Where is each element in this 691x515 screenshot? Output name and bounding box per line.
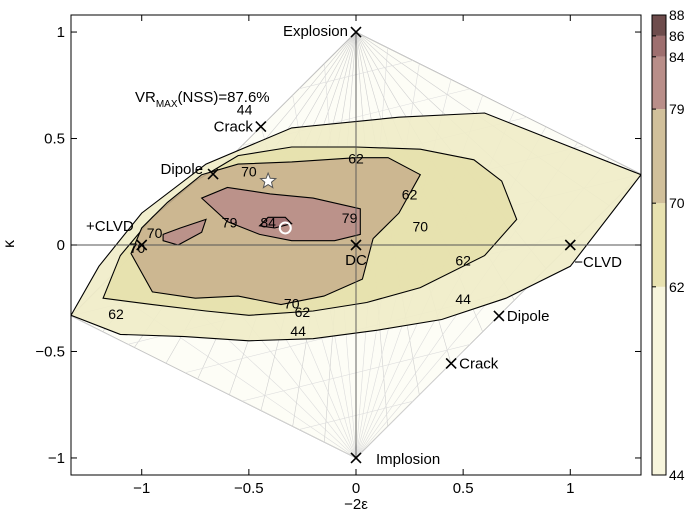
contour-label: 79 [222, 214, 238, 230]
source-label: DC [345, 252, 367, 269]
contour-84 [258, 216, 293, 229]
source-marker [350, 452, 362, 464]
source-marker [350, 26, 362, 38]
colorbar-frame [651, 14, 667, 476]
x-tick-label: 0.5 [453, 480, 474, 497]
source-points: Explosion Crack Dipole +CLVD DC −CLVD Dipole Cr… [86, 23, 622, 468]
colorbar-label: 84 [669, 49, 685, 65]
colorbar-segment [652, 286, 666, 475]
colorbar-label: 70 [669, 195, 685, 211]
contour-label: 62 [348, 151, 364, 167]
y-tick-label: −0.5 [35, 343, 65, 360]
colorbar-segment [652, 109, 666, 204]
contour-label: 62 [295, 304, 311, 320]
source-label: Crack [459, 355, 499, 372]
x-tick-label: −1 [133, 480, 150, 497]
contour-label: 62 [108, 306, 124, 322]
contour-label: 70 [241, 163, 257, 179]
annotation: VRMAX(NSS)=87.6% [135, 89, 270, 110]
best-fit-star [259, 171, 278, 189]
y-tick-label: 0.5 [44, 131, 65, 148]
contour-label: 44 [455, 291, 471, 307]
contour-label: 70 [412, 219, 428, 235]
colorbar-label: 86 [669, 28, 685, 44]
colorbar-label: 88 [669, 7, 685, 23]
contour-label: 70 [147, 225, 163, 241]
y-tick-label: 0 [57, 237, 65, 254]
source-label: Dipole [507, 308, 550, 325]
x-tick-label: 0 [352, 480, 360, 497]
source-marker [207, 168, 219, 180]
colorbar-label: 79 [669, 101, 685, 117]
source-marker [136, 239, 148, 251]
contour-label: 70 [130, 240, 146, 256]
x-tick-label: 1 [566, 480, 574, 497]
grid-line [71, 315, 357, 459]
y-tick-label: 1 [57, 24, 65, 41]
colorbar-segment [652, 203, 666, 287]
grid-line [355, 31, 641, 175]
source-label: +CLVD [86, 218, 134, 235]
colorbar: 88 86 84 79 70 62 44 [651, 7, 685, 483]
source-marker [445, 357, 457, 369]
source-label: Explosion [283, 23, 348, 40]
contour-label: 62 [402, 187, 418, 203]
x-axis-label: −2ε [344, 496, 368, 513]
y-tick-label: −1 [48, 450, 65, 467]
source-label: −CLVD [574, 254, 622, 271]
best-fit-circle [278, 221, 292, 235]
colorbar-segment [652, 56, 666, 110]
contour-label: 79 [342, 210, 358, 226]
y-axis-label: κ [1, 239, 18, 248]
axes: −1 −0.5 0 0.5 1 1 0.5 0 −0.5 −1 [35, 15, 641, 497]
contour-label: 70 [284, 295, 300, 311]
contour-label: 84 [260, 214, 276, 230]
colorbar-label: 62 [669, 279, 685, 295]
colorbar-segment [652, 35, 666, 57]
colorbar-segment [652, 15, 666, 36]
source-label: Dipole [161, 161, 204, 178]
contour-label: 44 [290, 323, 306, 339]
vr-annotation: VRMAX(NSS)=87.6% [135, 89, 270, 110]
contour-label: 62 [455, 253, 471, 269]
source-label: Crack [214, 119, 254, 136]
source-label: Implosion [376, 451, 440, 468]
contour-label: 44 [237, 102, 253, 118]
source-marker [564, 239, 576, 251]
source-marker [493, 310, 505, 322]
contour-79 [200, 186, 361, 242]
colorbar-label: 44 [669, 467, 685, 483]
x-tick-label: −0.5 [234, 480, 264, 497]
source-marker [350, 239, 362, 251]
source-marker [255, 121, 267, 133]
